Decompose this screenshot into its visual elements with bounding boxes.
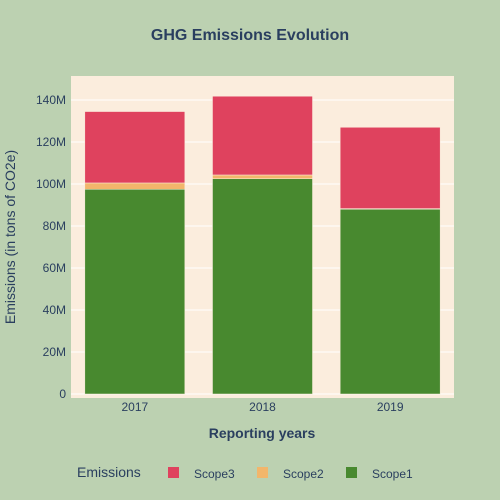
legend-swatch-scope1[interactable] [346,467,357,478]
legend-label-scope3[interactable]: Scope3 [194,467,235,481]
y-tick-label: 0 [59,387,66,401]
bar-scope1-2017 [84,189,186,395]
y-axis-ticks: 0 20M 40M 60M 80M 100M 120M 140M [36,93,66,401]
y-tick-label: 100M [36,177,66,191]
x-axis-title: Reporting years [209,425,316,441]
bar-scope3-2018 [212,95,313,176]
chart-title: GHG Emissions Evolution [151,27,349,44]
bar-scope1-2019 [339,208,441,395]
bar-scope2-2018 [212,174,313,180]
bar-scope3-2019 [339,127,441,209]
bar-scope1-2018 [212,178,313,395]
y-tick-label: 140M [36,93,66,107]
legend-swatch-scope3[interactable] [168,467,179,478]
legend-title: Emissions [77,464,141,480]
bars [84,95,441,395]
y-tick-label: 60M [43,261,66,275]
y-tick-label: 120M [36,135,66,149]
legend: Emissions Scope3 Scope2 Scope1 [77,464,413,481]
x-tick-label: 2017 [121,400,148,414]
x-tick-label: 2019 [377,400,404,414]
y-axis-title: Emissions (in tons of CO2e) [2,150,18,324]
legend-label-scope2[interactable]: Scope2 [283,467,324,481]
legend-swatch-scope2[interactable] [257,467,268,478]
y-tick-label: 20M [43,345,66,359]
bar-scope3-2017 [84,111,186,184]
y-tick-label: 80M [43,219,66,233]
x-axis-ticks: 2017 2018 2019 [121,400,403,414]
y-tick-label: 40M [43,303,66,317]
legend-label-scope1[interactable]: Scope1 [372,467,413,481]
bar-scope2-2017 [84,182,186,190]
x-tick-label: 2018 [249,400,276,414]
